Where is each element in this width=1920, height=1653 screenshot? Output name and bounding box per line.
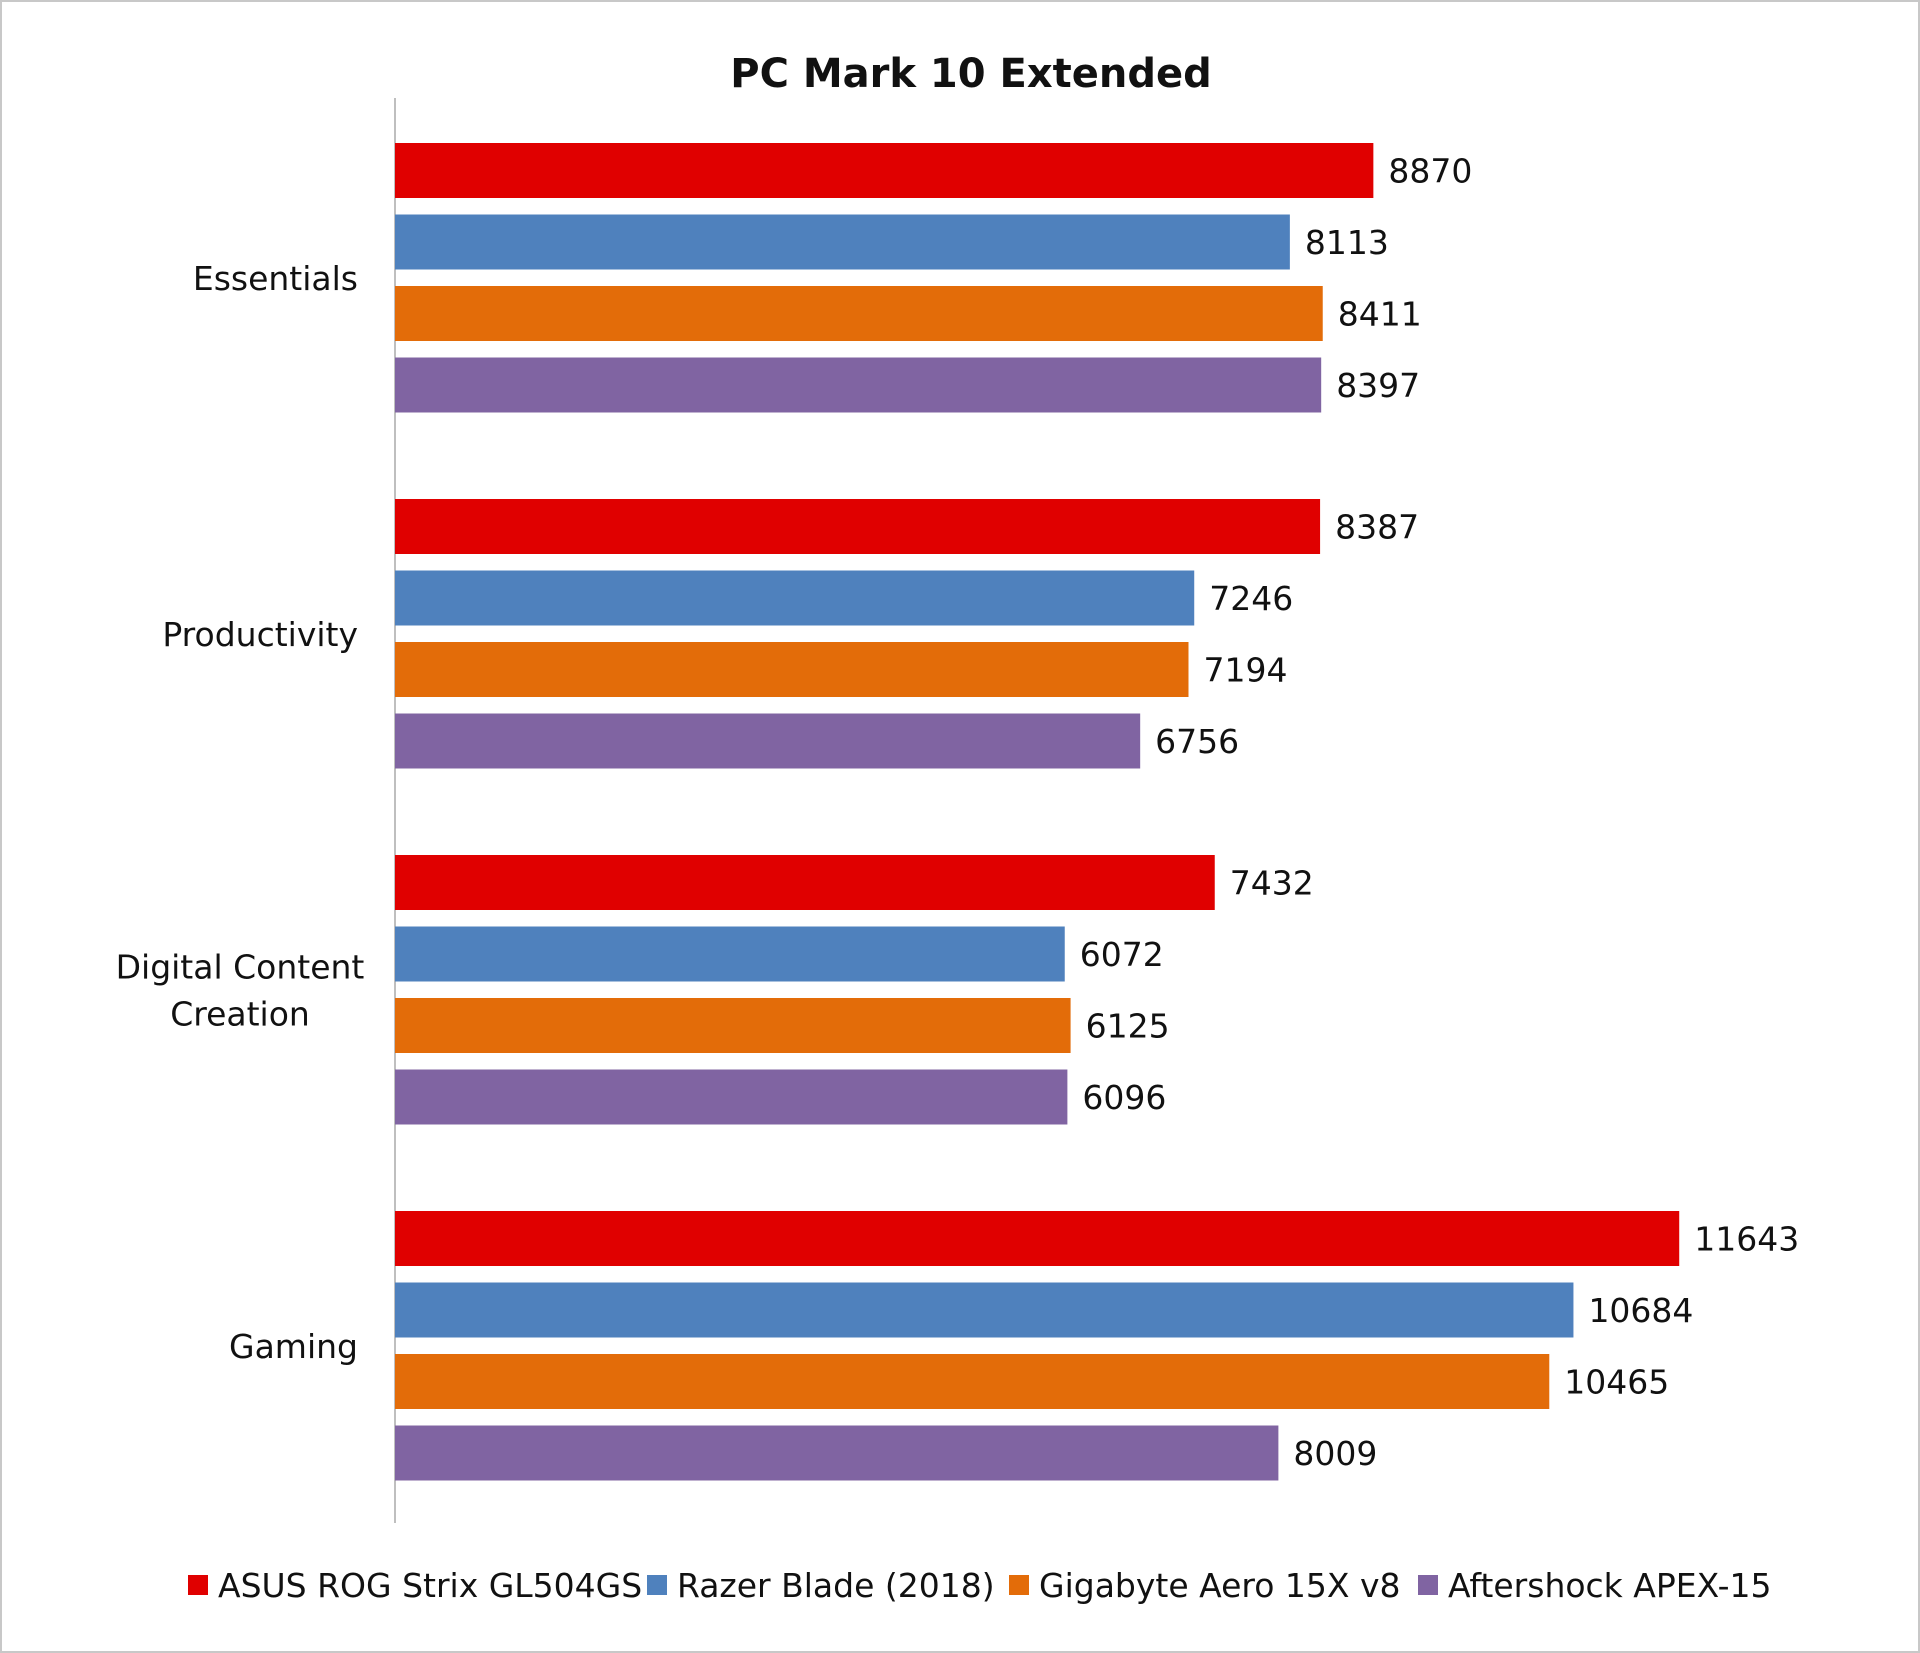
bar-value-label: 8870 <box>1388 152 1472 191</box>
bar-value-label: 10684 <box>1588 1291 1693 1330</box>
bar <box>395 570 1195 626</box>
legend-swatch <box>1009 1575 1029 1595</box>
bar <box>395 1425 1279 1481</box>
category-label: Productivity <box>162 615 358 654</box>
chart-title: PC Mark 10 Extended <box>730 51 1211 97</box>
bar <box>395 642 1189 697</box>
legend-label: ASUS ROG Strix GL504GS <box>218 1566 642 1605</box>
bar-value-label: 6096 <box>1082 1078 1166 1117</box>
value-labels-group: 8870 8113 8411 8397 8387 7246 7194 6756 7432 6072… <box>1080 152 1799 1474</box>
bar <box>395 286 1323 341</box>
bar-value-label: 8397 <box>1336 366 1420 405</box>
category-label: Creation <box>170 994 310 1033</box>
bar-value-label: 11643 <box>1694 1220 1799 1259</box>
bar <box>395 357 1322 413</box>
bar-value-label: 6125 <box>1086 1007 1170 1046</box>
bar <box>395 143 1374 198</box>
bar-value-label: 8009 <box>1293 1434 1377 1473</box>
bar-value-label: 6072 <box>1080 935 1164 974</box>
bar-value-label: 8411 <box>1338 295 1422 334</box>
legend-swatch <box>188 1575 208 1595</box>
bar <box>395 214 1290 270</box>
bar <box>395 1069 1068 1125</box>
legend-swatch <box>1418 1575 1438 1595</box>
bar <box>395 1354 1550 1409</box>
bar <box>395 926 1065 982</box>
category-label: Digital Content <box>116 947 365 986</box>
bar-value-label: 7194 <box>1203 651 1287 690</box>
legend-label: Razer Blade (2018) <box>677 1566 995 1605</box>
bar <box>395 855 1215 910</box>
legend-swatch <box>647 1575 667 1595</box>
category-label: Gaming <box>229 1327 358 1366</box>
bar-value-label: 6756 <box>1155 722 1239 761</box>
bar <box>395 1282 1574 1338</box>
bar-value-label: 7246 <box>1209 579 1293 618</box>
bar-value-label: 10465 <box>1564 1363 1669 1402</box>
bar-value-label: 7432 <box>1230 864 1314 903</box>
category-label: Essentials <box>193 259 358 298</box>
bar <box>395 499 1321 554</box>
bar <box>395 1211 1680 1266</box>
bar-value-label: 8387 <box>1335 508 1419 547</box>
legend: ASUS ROG Strix GL504GS Razer Blade (2018)… <box>188 1566 1771 1605</box>
legend-label: Aftershock APEX-15 <box>1448 1566 1771 1605</box>
bar <box>395 998 1071 1053</box>
legend-label: Gigabyte Aero 15X v8 <box>1039 1566 1401 1605</box>
bar-value-label: 8113 <box>1305 223 1389 262</box>
bars-group <box>395 143 1680 1481</box>
bar <box>395 713 1141 769</box>
category-labels-group: Essentials Productivity Digital Content Cre… <box>116 259 365 1366</box>
